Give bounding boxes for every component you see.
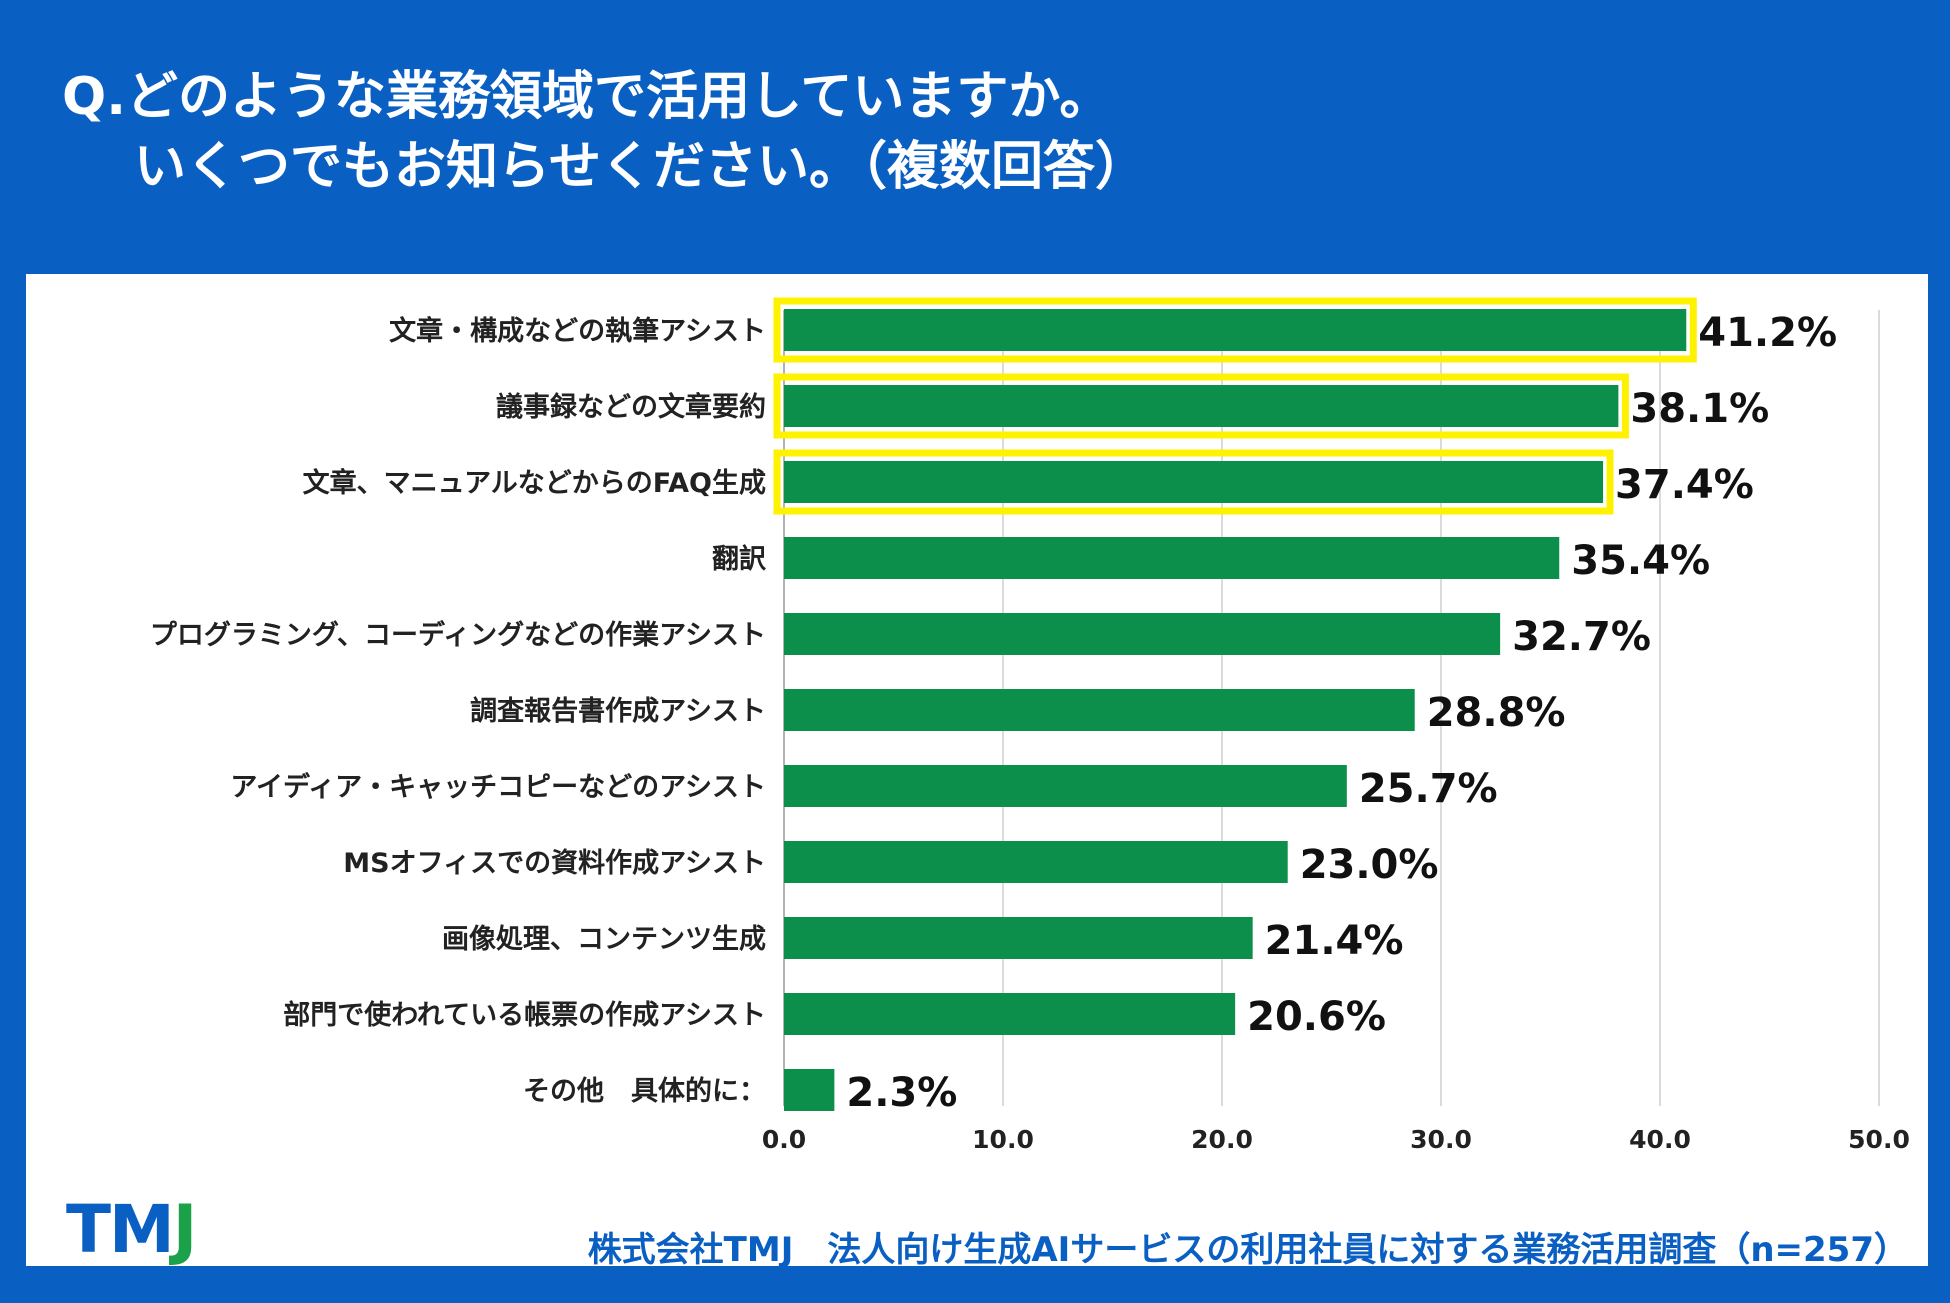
highlight-frame: [773, 449, 1614, 515]
category-label: アイディア・キャッチコピーなどのアシスト: [230, 771, 766, 803]
bar: [784, 309, 1687, 351]
bar-chart: 0.0 10.0 20.0 30.0 40.0 50.0 41.2% 文章・構成などの執筆アシ…: [150, 297, 1910, 1154]
source-note: 株式会社TMJ 法人向け生成AIサービスの利用社員に対する業務活用調査（n=25…: [587, 1230, 1908, 1270]
bar: [784, 537, 1560, 579]
data-label: 2.3%: [846, 1070, 957, 1116]
x-tick-label: 10.0: [972, 1125, 1034, 1154]
data-label: 35.4%: [1571, 538, 1710, 584]
data-label: 41.2%: [1698, 310, 1837, 356]
logo-letter-j: J: [172, 1191, 198, 1268]
category-label: 調査報告書作成アシスト: [470, 695, 766, 727]
category-label: プログラミング、コーディングなどの作業アシスト: [150, 619, 766, 651]
bar: [784, 385, 1619, 427]
bar: [784, 841, 1288, 883]
data-label: 28.8%: [1427, 690, 1566, 736]
x-tick-label: 40.0: [1629, 1125, 1691, 1154]
x-tick-label: 30.0: [1410, 1125, 1472, 1154]
category-label: 文章、マニュアルなどからのFAQ生成: [303, 467, 766, 499]
highlight-frame: [773, 373, 1629, 439]
data-label: 20.6%: [1247, 994, 1386, 1040]
bar: [784, 1069, 835, 1111]
bar: [784, 993, 1236, 1035]
data-label: 23.0%: [1300, 842, 1439, 888]
question-title: Q.どのような業務領域で活用していますか。 いくつでもお知らせください。（複数回…: [62, 62, 1147, 202]
category-label: 文章・構成などの執筆アシスト: [389, 315, 766, 347]
tmj-logo: T M J: [66, 1191, 198, 1268]
category-label: その他 具体的に：: [523, 1075, 766, 1107]
category-label: MSオフィスでの資料作成アシスト: [343, 848, 766, 879]
bar: [784, 765, 1347, 807]
chart-panel: 0.0 10.0 20.0 30.0 40.0 50.0 41.2% 文章・構成などの執筆アシ…: [26, 274, 1928, 1266]
question-line-2: いくつでもお知らせください。（複数回答）: [134, 137, 1147, 197]
category-label: 画像処理、コンテンツ生成: [442, 923, 766, 955]
data-label: 32.7%: [1512, 614, 1651, 660]
question-line-1: Q.どのような業務領域で活用していますか。: [62, 67, 1112, 127]
bar: [784, 917, 1253, 959]
bar: [784, 461, 1604, 503]
bar: [784, 613, 1501, 655]
data-label: 21.4%: [1265, 918, 1404, 964]
data-label: 25.7%: [1359, 766, 1498, 812]
x-tick-label: 20.0: [1191, 1125, 1253, 1154]
data-label: 38.1%: [1630, 386, 1769, 432]
category-label: 部門で使われている帳票の作成アシスト: [283, 999, 766, 1031]
category-label: 議事録などの文章要約: [496, 391, 766, 423]
logo-letter-t: T: [66, 1191, 111, 1268]
bar: [784, 689, 1415, 731]
data-label: 37.4%: [1615, 462, 1754, 508]
category-label: 翻訳: [712, 543, 767, 575]
x-tick-label: 50.0: [1848, 1125, 1910, 1154]
highlight-frame: [773, 297, 1697, 363]
logo-letter-m: M: [109, 1191, 175, 1268]
x-tick-label: 0.0: [762, 1125, 806, 1154]
